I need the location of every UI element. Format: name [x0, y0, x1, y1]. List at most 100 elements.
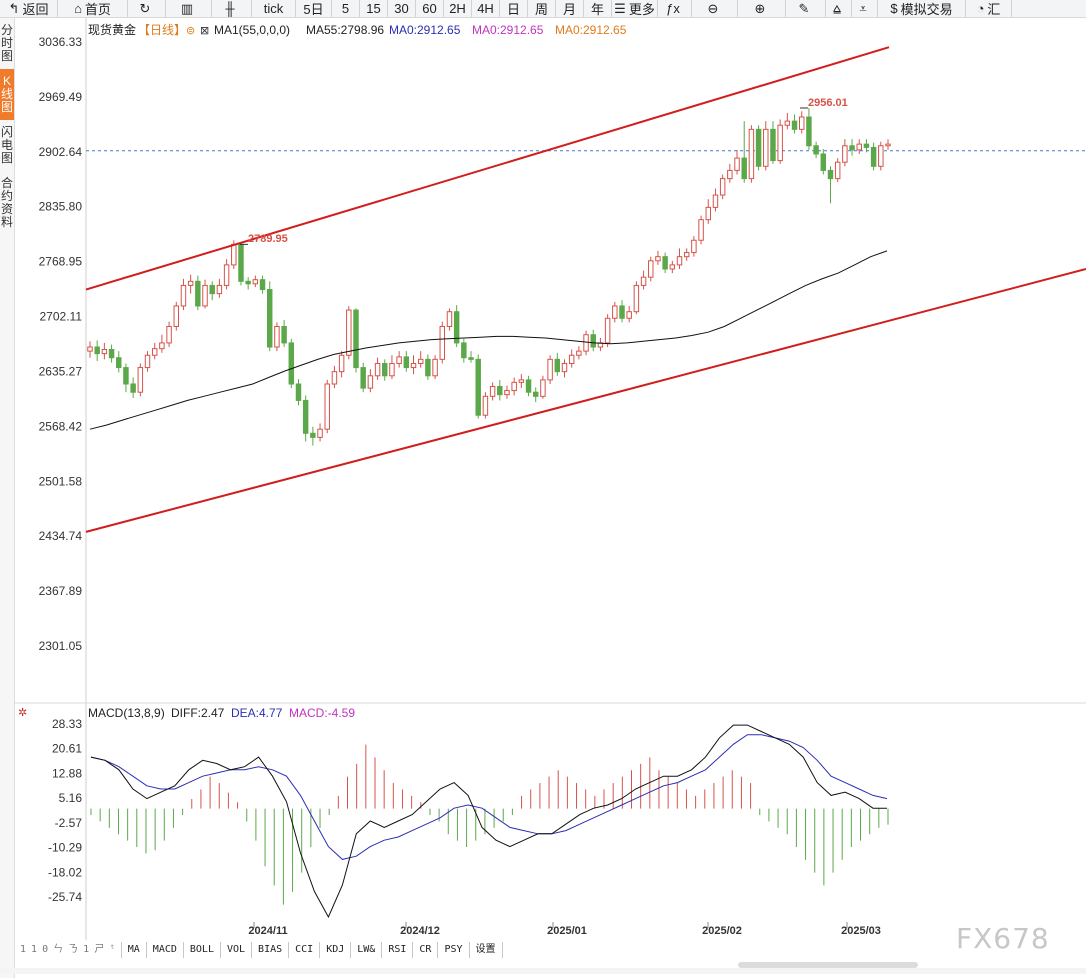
candle-down: [533, 391, 539, 397]
toolbar-item-11[interactable]: 2H: [444, 0, 472, 17]
watermark: FX678: [956, 922, 1050, 955]
candle-up: [748, 128, 755, 180]
candle-down: [461, 342, 467, 359]
side-tab-2[interactable]: 闪电图: [0, 125, 13, 165]
candle-down: [403, 356, 410, 369]
indicator-tab-10[interactable]: CR: [413, 941, 439, 958]
toolbar-item-16[interactable]: 年: [584, 0, 612, 17]
candle-up: [676, 256, 683, 266]
horizontal-scrollbar[interactable]: [738, 962, 918, 968]
candle-down: [281, 325, 287, 344]
toolbar-item-14[interactable]: 周: [528, 0, 556, 17]
indicator-tab-12[interactable]: 设置: [470, 941, 503, 958]
toolbar-item-2[interactable]: ↻: [128, 0, 166, 17]
candle-down: [310, 432, 316, 438]
toolbar-item-5[interactable]: tick: [252, 0, 296, 17]
candle-up: [561, 362, 568, 373]
candle-up: [626, 311, 632, 319]
toolbar-item-13[interactable]: 日: [500, 0, 528, 17]
toolbar-item-18[interactable]: ƒx: [658, 0, 692, 17]
macd-legend-name: MACD(13,8,9): [88, 706, 165, 720]
candle-up: [842, 145, 848, 163]
macd-tick-label: -2.57: [55, 816, 83, 830]
toolbar-item-25[interactable]: ◔ 汇: [966, 0, 1012, 17]
indicator-tab-11[interactable]: PSY: [438, 941, 470, 958]
candle-up: [518, 379, 525, 383]
toolbar-item-10[interactable]: 60: [416, 0, 444, 17]
toolbar-item-0[interactable]: ↰ 返回: [0, 0, 58, 17]
candle-down: [590, 334, 596, 348]
candle-down: [755, 128, 762, 167]
toolbar-item-17[interactable]: ☰ 更多: [612, 0, 658, 17]
legend-ma0-a: MA0:2912.65: [389, 23, 461, 37]
toolbar-item-21[interactable]: ✎: [786, 0, 826, 17]
candle-up: [151, 348, 158, 356]
indicator-tab-9[interactable]: RSI: [382, 941, 414, 958]
toolbar-label: 首页: [84, 2, 111, 17]
indicator-tab-4[interactable]: VOL: [221, 941, 253, 958]
settings-icon[interactable]: ⊜: [186, 25, 195, 37]
side-tab-0[interactable]: 分时图: [0, 23, 13, 63]
candle-up: [698, 219, 704, 241]
candle-up: [101, 348, 108, 355]
toolbar-item-8[interactable]: 15: [360, 0, 388, 17]
candle-down: [245, 280, 251, 285]
toolbar-item-15[interactable]: 月: [556, 0, 584, 17]
candle-down: [259, 279, 266, 291]
indicator-tab-0[interactable]: 1 1 0 ㄣ ㄋ 1 ㄕ ᵗ: [14, 941, 122, 958]
side-tab-1[interactable]: K线图: [0, 69, 14, 120]
toolbar-item-20[interactable]: ⊕: [738, 0, 786, 17]
indicator-tab-1[interactable]: MA: [122, 941, 147, 958]
candle-up: [432, 358, 438, 377]
candle-up: [324, 383, 330, 430]
candle-up: [719, 178, 726, 196]
indicator-tab-7[interactable]: KDJ: [320, 941, 352, 958]
toolbar-item-1[interactable]: ⌂ 首页: [58, 0, 128, 17]
candle-up: [734, 157, 740, 171]
x-tick-label: 2024/11: [248, 925, 287, 937]
candle-up: [410, 362, 417, 369]
candle-up: [374, 362, 381, 377]
toolbar-item-7[interactable]: 5: [332, 0, 360, 17]
macd-settings-icon[interactable]: ✲: [18, 707, 27, 719]
candle-up: [166, 325, 172, 344]
legend-ma1: MA1(55,0,0,0): [214, 23, 290, 37]
refresh-icon: ↻: [139, 0, 151, 16]
toolbar-label: 日: [506, 2, 520, 17]
candle-down: [453, 311, 460, 344]
toolbar-item-23[interactable]: ⩡: [852, 0, 878, 17]
indicator-tab-5[interactable]: BIAS: [252, 941, 290, 958]
candle-up: [482, 395, 489, 416]
candle-up: [346, 309, 352, 356]
candle-down: [130, 383, 136, 393]
toolbar-item-12[interactable]: 4H: [472, 0, 500, 17]
toolbar-item-24[interactable]: $ 模拟交易: [878, 0, 966, 17]
indicator-tab-2[interactable]: MACD: [147, 941, 184, 958]
indicator-tab-8[interactable]: LW&: [351, 941, 383, 958]
candle-up: [173, 305, 179, 327]
price-tick-label: 3036.33: [39, 35, 83, 49]
macd-tick-label: 28.33: [52, 717, 82, 731]
toolbar-item-6[interactable]: 5日: [296, 0, 332, 17]
candle-down: [741, 157, 747, 180]
toolbar-label: 更多: [628, 2, 655, 17]
candle-up: [540, 379, 546, 397]
toolbar-item-4[interactable]: ╫: [212, 0, 252, 17]
candle-up: [705, 206, 711, 221]
indicator-tab-3[interactable]: BOLL: [184, 941, 221, 958]
candle-up: [885, 143, 891, 147]
macd-tick-label: 20.61: [52, 742, 82, 756]
toolbar-label: 15: [366, 1, 381, 16]
side-tab-3[interactable]: 合约资料: [0, 176, 13, 229]
macd-legend-diff: DIFF:2.47: [171, 706, 225, 720]
toolbar-item-19[interactable]: ⊖: [692, 0, 738, 17]
indicator-tab-6[interactable]: CCI: [289, 941, 321, 958]
toolbar-item-3[interactable]: ▥: [166, 0, 212, 17]
bottom-strip: [0, 968, 1086, 974]
toolbar-item-9[interactable]: 30: [388, 0, 416, 17]
candle-up: [655, 256, 661, 262]
candle-up: [834, 161, 841, 180]
candle-down: [209, 284, 215, 295]
toolbar-item-22[interactable]: ⩠: [826, 0, 852, 17]
